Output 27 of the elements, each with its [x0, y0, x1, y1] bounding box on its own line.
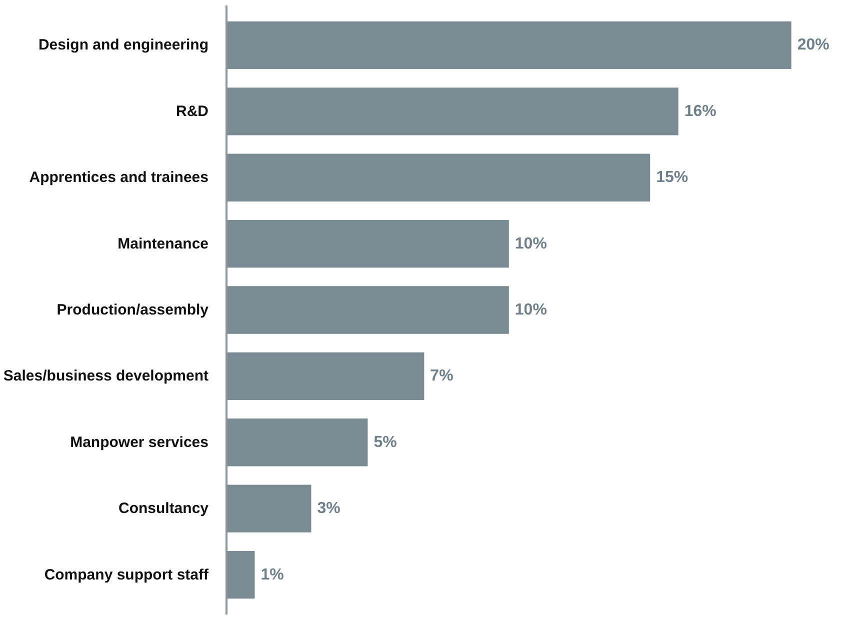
- data-label: 10%: [514, 302, 547, 318]
- bar: [226, 484, 312, 532]
- y-tick-label: Maintenance: [118, 235, 208, 252]
- data-label: 7%: [430, 368, 454, 385]
- data-label: 3%: [317, 500, 340, 518]
- y-tick-label: Manpower services: [70, 434, 209, 451]
- data-label: 15%: [656, 169, 688, 186]
- bar: [226, 418, 368, 466]
- y-tick-label: Sales/business development: [3, 368, 209, 385]
- bar: [226, 88, 678, 136]
- bar: [226, 154, 650, 202]
- bar: [226, 220, 509, 268]
- bar: [226, 352, 424, 400]
- data-label: 16%: [684, 102, 716, 120]
- y-tick-label: Apprentices and trainees: [29, 169, 209, 186]
- data-label: 10%: [514, 235, 547, 252]
- y-tick-label: Consultancy: [118, 500, 210, 518]
- data-label: 1%: [260, 566, 284, 584]
- data-label: 5%: [374, 434, 397, 451]
- y-tick-label: Production/assembly: [56, 302, 210, 318]
- bar: [226, 286, 509, 334]
- bar: [226, 550, 255, 599]
- y-tick-label: Design and engineering: [38, 36, 209, 54]
- bar: [226, 21, 792, 70]
- data-label: 20%: [797, 36, 830, 54]
- y-tick-label: R&D: [176, 102, 209, 120]
- y-tick-label: Company support staff: [44, 566, 210, 584]
